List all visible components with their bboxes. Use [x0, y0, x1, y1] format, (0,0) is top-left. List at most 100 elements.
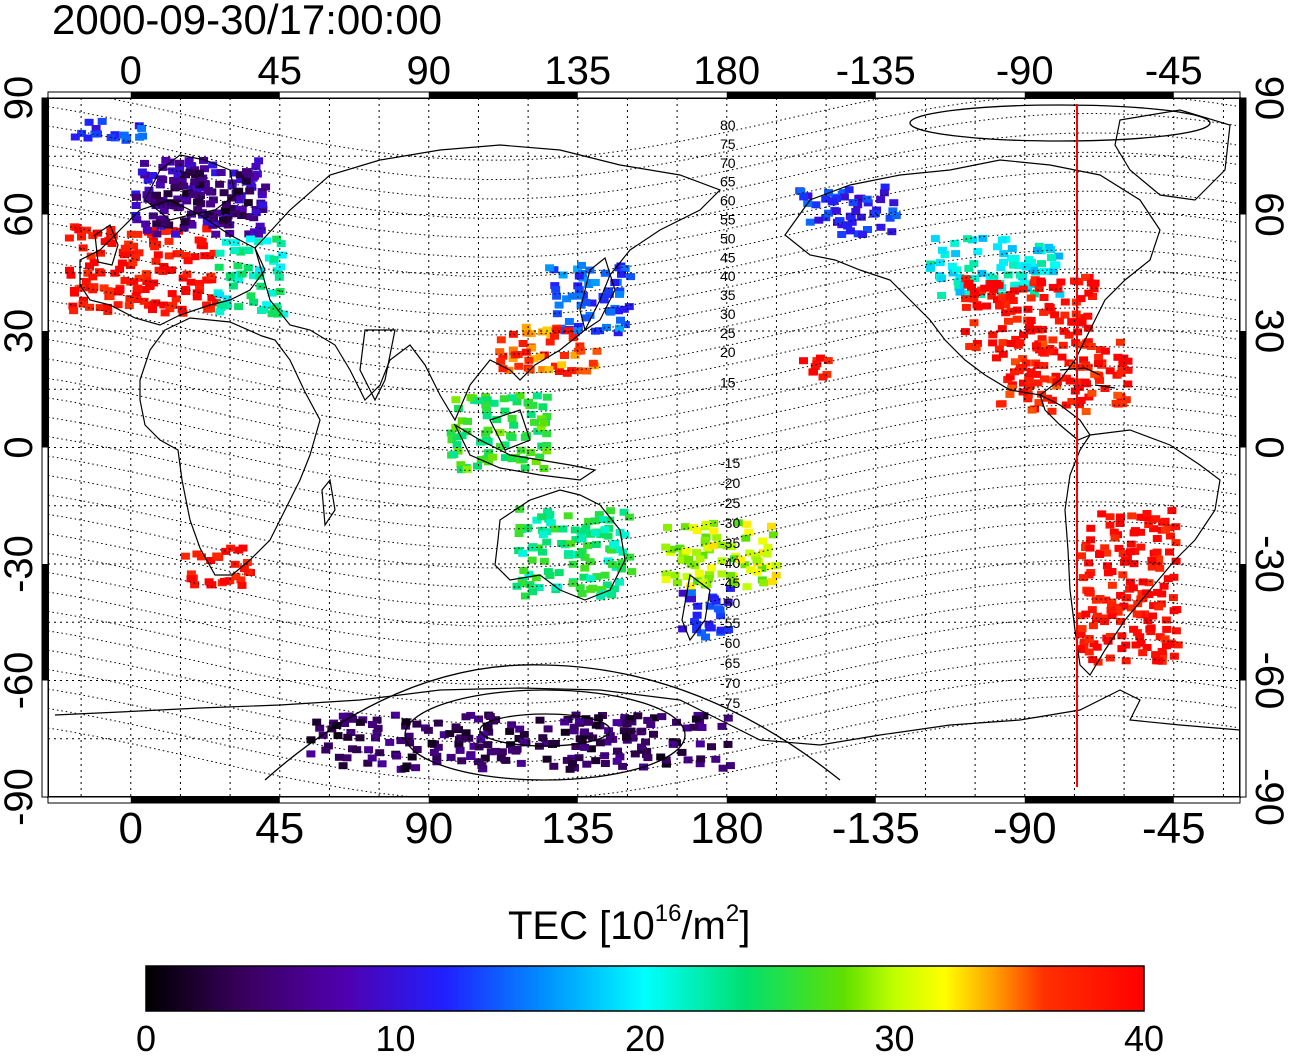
tec-cell	[964, 279, 974, 287]
tec-cell	[539, 465, 549, 472]
tec-cell	[960, 328, 970, 336]
tec-cell	[243, 247, 253, 254]
tec-cell	[1075, 363, 1085, 371]
tec-cell	[1001, 301, 1011, 309]
tec-cell	[120, 244, 130, 252]
tec-cell	[243, 199, 253, 207]
tec-cell	[132, 193, 141, 201]
tec-cell	[483, 722, 492, 730]
tec-cell	[171, 295, 181, 303]
x-tick-bottom: -90	[993, 804, 1057, 853]
tec-cell	[148, 172, 158, 179]
tec-cell	[508, 346, 518, 354]
tec-cell	[577, 737, 587, 745]
tec-cell	[1129, 529, 1139, 537]
tec-cell	[887, 228, 897, 236]
tec-cell	[542, 739, 552, 747]
tec-cell	[622, 733, 631, 741]
tec-cell	[545, 572, 555, 579]
coastline-caribbean	[1059, 367, 1116, 389]
tec-cell	[70, 133, 80, 141]
tec-cell	[1095, 551, 1104, 558]
tec-cell	[1075, 341, 1085, 349]
tec-cell	[550, 362, 560, 370]
tec-cell	[538, 366, 548, 374]
tec-cell	[600, 571, 610, 579]
x-tick-top: 180	[693, 49, 760, 93]
tec-cell	[1171, 557, 1181, 565]
tec-cell	[363, 759, 373, 767]
tec-cell	[1038, 340, 1048, 348]
tec-cell	[1023, 391, 1033, 399]
mag-lat-contour	[48, 715, 1240, 797]
tec-cell	[139, 297, 149, 305]
tec-cell	[261, 183, 271, 191]
tec-cell	[1076, 295, 1086, 303]
tec-cell	[1116, 591, 1126, 599]
y-tick-right: -30	[1247, 535, 1291, 593]
tec-cell	[1033, 379, 1043, 387]
tec-cell	[89, 283, 99, 291]
tec-cell	[1118, 571, 1128, 579]
tec-cell	[1086, 524, 1096, 532]
tec-cell	[1118, 550, 1128, 558]
tec-cell	[274, 273, 284, 281]
tec-cell	[725, 584, 735, 592]
tec-cell	[606, 589, 616, 597]
contour-label: -35	[720, 535, 740, 551]
tec-cell	[1010, 368, 1019, 376]
tec-cell	[618, 762, 628, 770]
tec-cell	[323, 742, 333, 750]
mag-lat-contour	[48, 559, 1240, 646]
tec-cell	[1076, 630, 1086, 638]
tec-cell	[571, 743, 581, 750]
tec-cell	[709, 519, 718, 527]
tec-cell	[372, 716, 382, 724]
tec-cell	[1138, 578, 1148, 586]
tec-cell	[542, 393, 552, 401]
tec-cell	[423, 726, 433, 734]
tec-cell	[728, 579, 738, 587]
tec-cell	[343, 733, 353, 741]
tec-cell	[695, 760, 705, 768]
tec-cell	[1054, 252, 1064, 260]
tec-cell	[182, 270, 192, 278]
tec-cell	[99, 284, 109, 292]
frame-bar	[47, 796, 1241, 804]
tec-cell	[573, 367, 583, 375]
tec-cell	[582, 760, 592, 768]
tec-cell	[758, 537, 768, 545]
tec-cell	[1015, 271, 1025, 279]
tec-cell	[568, 334, 578, 342]
tec-cell	[506, 741, 516, 749]
tec-cell	[237, 212, 247, 219]
tec-cell	[514, 735, 524, 742]
tec-cell	[542, 326, 552, 334]
tec-cell	[1001, 309, 1011, 317]
tec-cell	[1103, 637, 1113, 645]
tec-cell	[1053, 285, 1063, 293]
tec-cell	[891, 212, 901, 220]
tec-cell	[237, 205, 247, 213]
tec-cell	[1147, 563, 1157, 571]
tec-cell	[545, 264, 555, 272]
tec-cell	[626, 273, 636, 281]
tec-cell	[1083, 324, 1093, 332]
tec-cell	[190, 581, 200, 589]
tec-cell	[251, 209, 261, 217]
tec-cell	[573, 322, 583, 330]
tec-cell	[533, 544, 543, 552]
tec-cell	[823, 357, 833, 365]
tec-cell	[95, 304, 105, 312]
tec-cell	[1051, 372, 1061, 380]
tec-cell	[879, 189, 889, 197]
tec-cell	[432, 752, 442, 760]
tec-cell	[306, 750, 316, 758]
tec-cell	[1045, 346, 1055, 354]
tec-cell	[272, 235, 282, 243]
tec-cell	[750, 552, 760, 560]
tec-cell	[161, 220, 170, 227]
tec-cell	[978, 234, 988, 242]
tec-cell	[552, 310, 562, 318]
tec-cell	[148, 212, 158, 220]
